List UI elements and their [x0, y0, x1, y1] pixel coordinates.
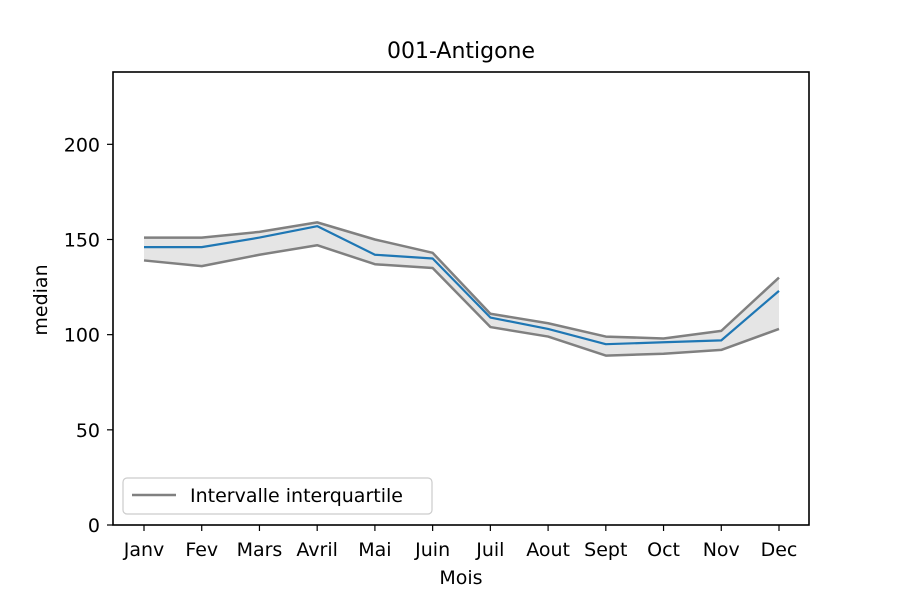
chart-title: 001-Antigone: [387, 39, 535, 64]
x-tick-label: Dec: [761, 539, 798, 561]
x-tick-label: Juil: [475, 539, 504, 561]
x-tick-label: Mars: [237, 539, 283, 561]
legend: Intervalle interquartile: [122, 477, 433, 515]
series-line-layer: [143, 221, 780, 357]
plot-frame: [112, 71, 810, 526]
x-tick-label: Sept: [584, 539, 627, 561]
legend-box: [122, 477, 433, 515]
y-tick-label: 50: [76, 420, 100, 442]
median-line: [144, 225, 780, 346]
x-tick-label: Mai: [358, 539, 391, 561]
x-tick-label: Avril: [296, 539, 338, 561]
y-axis: 0 50 100 150 200: [64, 134, 113, 537]
x-tick-label: Nov: [703, 539, 740, 561]
x-tick-label: Janv: [123, 539, 165, 561]
y-tick-label: 200: [64, 134, 100, 156]
x-axis-label: Mois: [439, 567, 482, 589]
y-tick-label: 150: [64, 229, 100, 251]
x-tick-label: Oct: [647, 539, 680, 561]
y-axis-label: median: [30, 264, 52, 335]
legend-label: Intervalle interquartile: [190, 485, 403, 507]
x-tick-label: Juin: [414, 539, 450, 561]
x-tick-label: Aout: [526, 539, 570, 561]
q1-line: [143, 243, 780, 357]
x-axis: Janv Fev Mars Avril Mai Juin Juil Aout Sept Oct No…: [123, 525, 798, 561]
y-tick-label: 0: [88, 515, 100, 537]
q3-line: [144, 221, 780, 340]
x-tick-label: Fev: [185, 539, 218, 561]
y-tick-label: 100: [64, 325, 100, 347]
